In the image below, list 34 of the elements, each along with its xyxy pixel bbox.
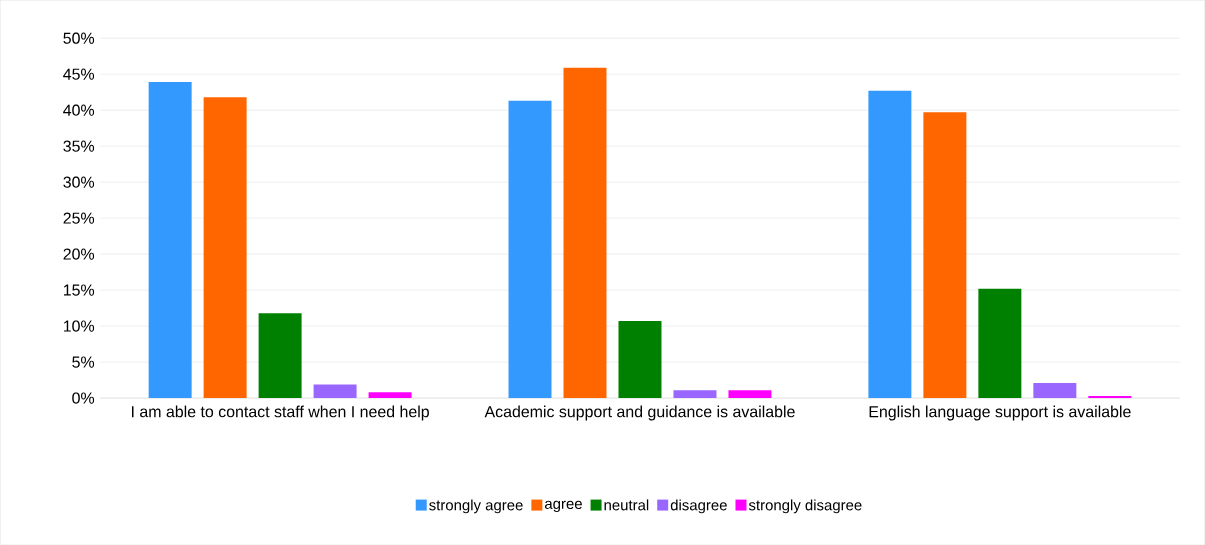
bar (258, 313, 302, 398)
bar (673, 390, 717, 398)
y-tick-label: 50% (63, 32, 95, 44)
bar (868, 90, 912, 398)
y-tick-label: 20% (63, 248, 95, 260)
bar (148, 81, 192, 398)
bar (728, 390, 772, 398)
legend-label: disagree (670, 499, 727, 514)
x-tick-label: I am able to contact staff when I need help (132, 405, 429, 421)
y-tick-label: 10% (63, 320, 95, 332)
y-tick-label: 40% (63, 104, 95, 116)
y-tick-label: 30% (63, 176, 95, 188)
x-tick-label: Academic support and guidance is available (484, 405, 795, 421)
y-tick-label: 5% (72, 356, 95, 368)
bar (203, 97, 247, 398)
legend-label: strongly agree (429, 499, 523, 514)
bar (1088, 395, 1132, 398)
x-tick-label: English language support is available (869, 405, 1131, 421)
y-tick-label: 15% (63, 284, 95, 296)
y-tick-label: 25% (63, 212, 95, 224)
bar (978, 288, 1022, 398)
bar (313, 384, 357, 398)
legend-label: neutral (604, 499, 649, 511)
bar (563, 67, 607, 398)
bar (923, 112, 967, 398)
y-tick-label: 35% (63, 140, 95, 152)
bar (1033, 382, 1077, 398)
bar (618, 320, 662, 398)
bar (368, 392, 412, 398)
legend-label: agree (545, 500, 582, 512)
legend-label: strongly disagree (748, 499, 862, 514)
y-tick-label: 0% (72, 392, 95, 404)
bar (508, 100, 552, 398)
y-tick-label: 45% (63, 68, 95, 80)
